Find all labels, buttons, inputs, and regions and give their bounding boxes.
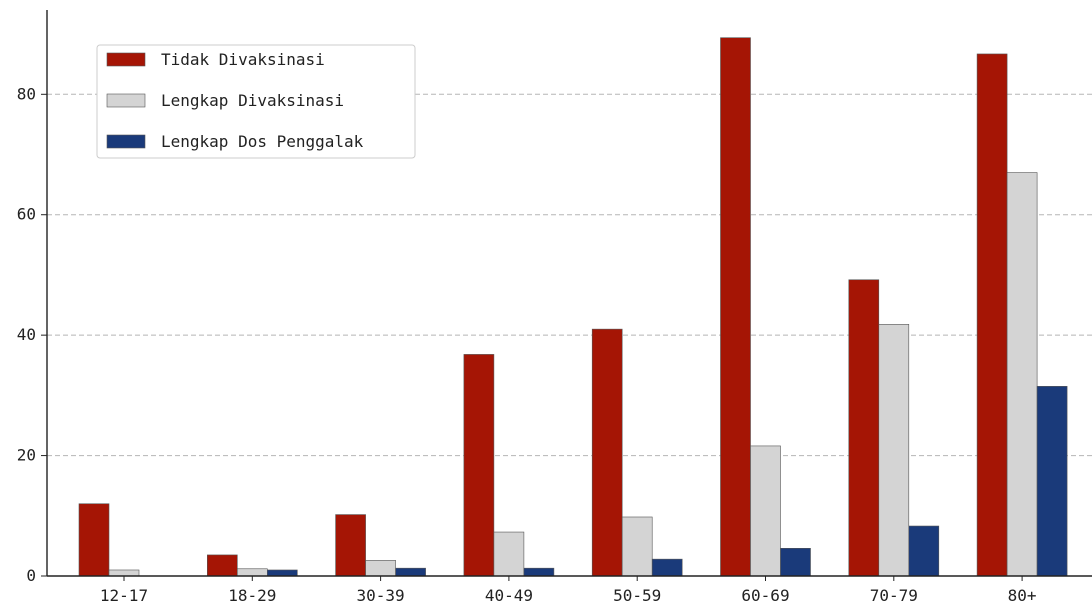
bar-40-49-series-2 [493,531,525,577]
bar-30-39-series-1 [335,514,366,577]
bar-12-17-series-2 [108,569,140,577]
x-tick-label: 80+ [1008,586,1037,605]
bar-70-79-series-1 [848,279,880,577]
legend-swatch [106,52,146,67]
bar-30-39-series-3 [395,567,426,577]
y-tick-label: 0 [26,566,36,585]
bar-12-17-series-1 [78,503,110,577]
y-tick-label: 80 [17,84,36,103]
legend-label: Lengkap Divaksinasi [161,91,344,110]
bar-50-59-series-3 [651,558,683,577]
bar-70-79-series-2 [878,324,910,577]
bar-40-49-series-1 [463,354,495,577]
legend-swatch [106,134,146,149]
x-tick-label: 50-59 [613,586,661,605]
x-tick-label: 12-17 [100,586,148,605]
legend-label: Tidak Divaksinasi [161,50,325,69]
bar-80+-series-3 [1036,386,1068,577]
bar-60-69-series-1 [720,37,751,577]
bar-60-69-series-2 [750,445,781,577]
x-tick-labels: 12-17 18-29 30-39 40-49 50-59 60-69 70-79 80+ [100,576,1037,605]
bar-70-79-series-3 [908,525,940,577]
bar-50-59-series-2 [621,516,653,577]
legend-items: Tidak Divaksinasi Lengkap Divaksinasi Leng… [106,50,364,151]
axes [46,10,1092,577]
y-tick-labels: 0 20 40 60 80 [17,84,47,585]
legend: Tidak Divaksinasi Lengkap Divaksinasi Leng… [96,44,416,159]
y-tick-label: 60 [17,205,36,224]
bar-18-29-series-1 [207,554,238,577]
bar-50-59-series-1 [591,328,623,577]
bar-30-39-series-2 [365,560,396,577]
x-tick-label: 60-69 [741,586,789,605]
bar-40-49-series-3 [523,567,555,577]
x-tick-label: 18-29 [228,586,276,605]
legend-swatch [106,93,146,108]
bar-60-69-series-3 [780,548,811,577]
x-tick-label: 70-79 [870,586,918,605]
legend-label: Lengkap Dos Penggalak [161,132,364,151]
y-tick-label: 40 [17,325,36,344]
x-tick-label: 30-39 [357,586,405,605]
gridlines [47,93,1092,457]
bar-80+-series-1 [976,53,1008,577]
bar-18-29-series-2 [237,568,268,577]
legend-box [96,44,416,159]
bars [78,37,1068,577]
bar-18-29-series-3 [266,569,298,577]
x-tick-label: 40-49 [485,586,533,605]
y-tick-label: 20 [17,446,36,465]
bar-80+-series-2 [1006,172,1038,577]
